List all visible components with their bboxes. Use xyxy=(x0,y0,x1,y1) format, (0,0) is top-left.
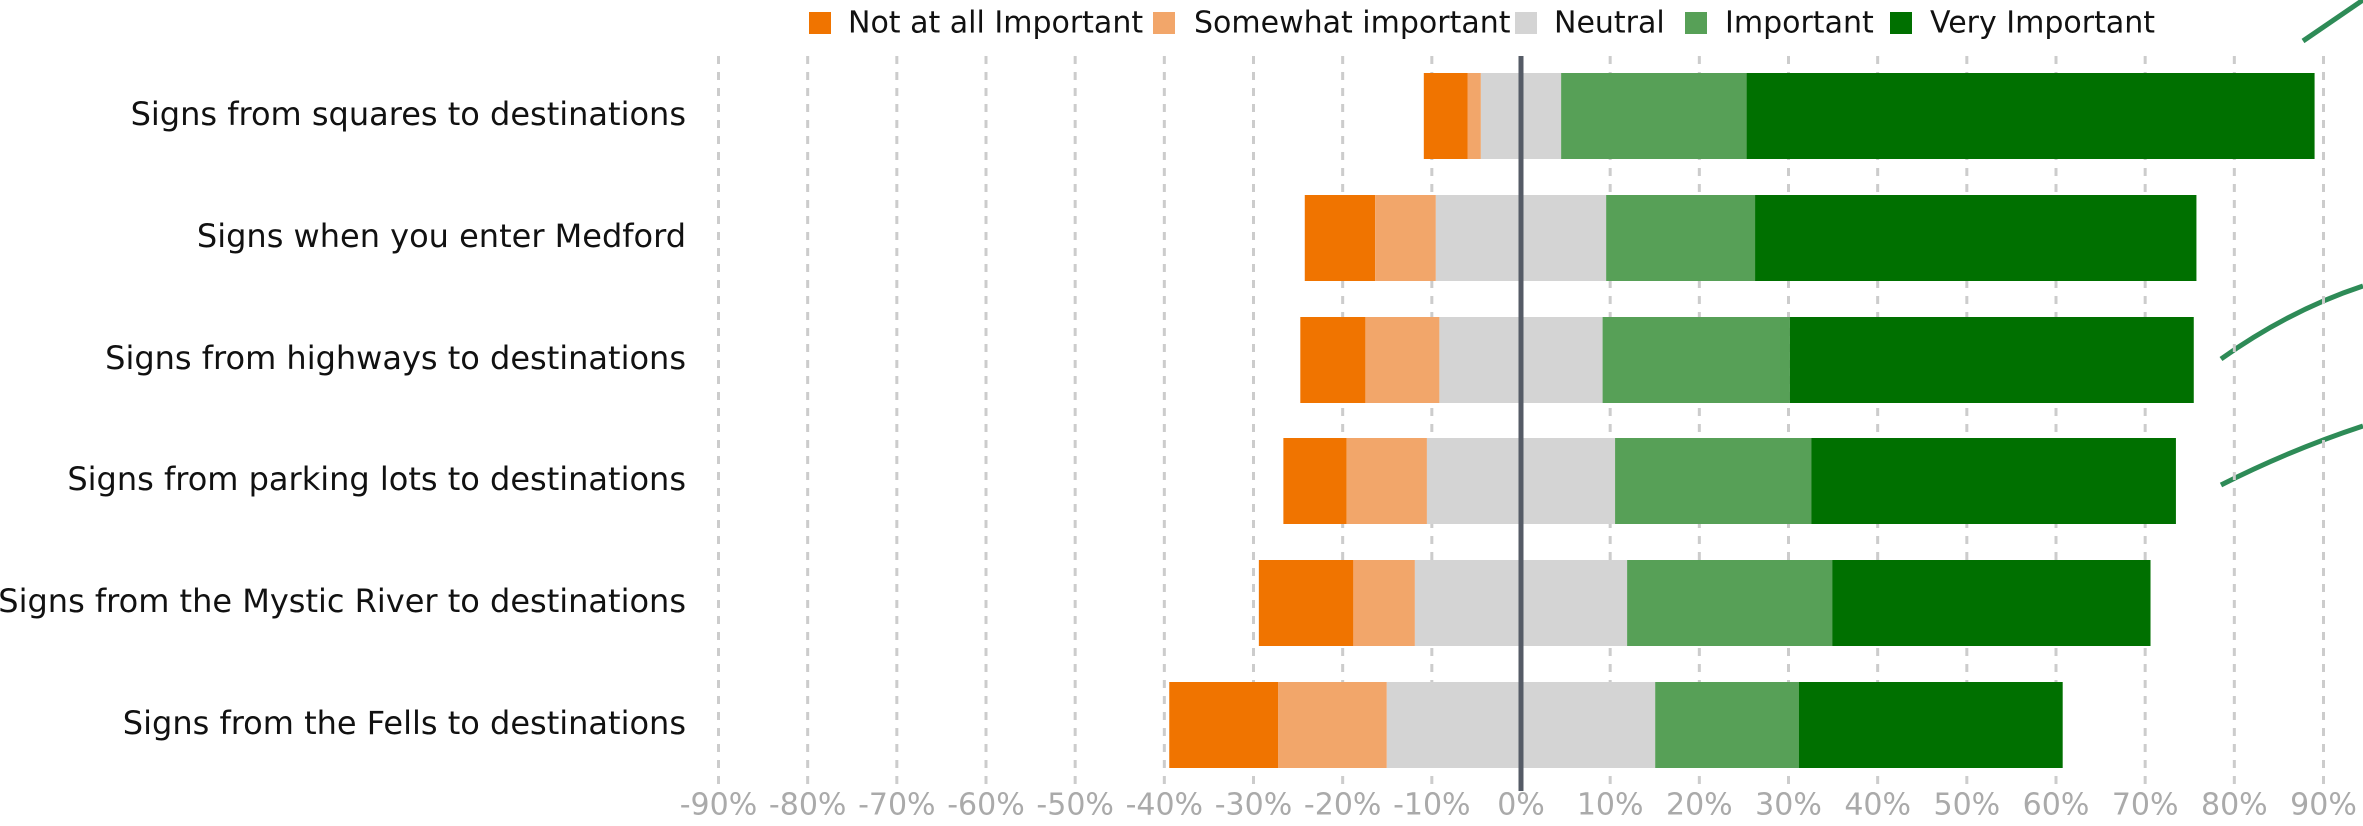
bar-segment xyxy=(1832,560,2151,646)
bar-segment xyxy=(1346,438,1427,524)
legend-swatch xyxy=(809,12,831,34)
bar-segment xyxy=(1789,317,2194,403)
bar-segment xyxy=(1746,73,2315,159)
x-tick-label: 30% xyxy=(1755,788,1822,823)
x-tick-label: 10% xyxy=(1577,788,1644,823)
category-label: Signs when you enter Medford xyxy=(197,217,686,255)
x-tick-label: -50% xyxy=(1036,788,1114,823)
legend-label: Neutral xyxy=(1554,6,1665,41)
bar-segment xyxy=(1365,317,1440,403)
x-tick-label: 50% xyxy=(1933,788,2000,823)
legend-swatch xyxy=(1515,12,1537,34)
decoration xyxy=(2219,0,2363,488)
x-tick-label: -90% xyxy=(680,788,758,823)
bar-segment xyxy=(1615,438,1812,524)
x-tick-label: 0% xyxy=(1497,788,1545,823)
bar-segment xyxy=(1353,560,1415,646)
x-tick-label: -80% xyxy=(769,788,847,823)
bar-segment xyxy=(1606,195,1756,281)
legend-label: Not at all Important xyxy=(848,6,1143,41)
x-tick-label: 20% xyxy=(1666,788,1733,823)
bar-segment xyxy=(1755,195,2197,281)
bar-segment xyxy=(1655,682,1799,768)
category-label: Signs from parking lots to destinations xyxy=(67,460,686,498)
bar-segment xyxy=(1304,195,1376,281)
x-tick-label: -70% xyxy=(858,788,936,823)
bar-segment xyxy=(1278,682,1387,768)
decor-curve xyxy=(2301,0,2363,44)
decor-curve xyxy=(2219,423,2363,488)
bar-segment xyxy=(1467,73,1481,159)
bar-segment xyxy=(1258,560,1354,646)
bar-segment xyxy=(1283,438,1347,524)
x-tick-label: 80% xyxy=(2201,788,2268,823)
bar-segment xyxy=(1811,438,2176,524)
legend-swatch xyxy=(1685,12,1707,34)
category-label: Signs from the Fells to destinations xyxy=(123,704,686,742)
bar-segment xyxy=(1300,317,1366,403)
bar-segment xyxy=(1169,682,1279,768)
x-tick-label: -60% xyxy=(947,788,1025,823)
bar-segment xyxy=(1627,560,1833,646)
legend-label: Somewhat important xyxy=(1194,6,1511,41)
decor-curve xyxy=(2219,283,2363,362)
legend-swatch xyxy=(1890,12,1912,34)
x-tick-label: 90% xyxy=(2290,788,2357,823)
legend-swatch xyxy=(1153,12,1175,34)
bar-segment xyxy=(1798,682,2063,768)
legend-label: Important xyxy=(1725,6,1874,41)
bar-segment xyxy=(1423,73,1468,159)
x-tick-label: -20% xyxy=(1304,788,1382,823)
category-label: Signs from highways to destinations xyxy=(105,339,686,377)
x-tick-label: -40% xyxy=(1126,788,1204,823)
x-tick-label: -30% xyxy=(1215,788,1293,823)
category-label: Signs from squares to destinations xyxy=(131,95,686,133)
x-tick-label: 60% xyxy=(2023,788,2090,823)
legend-label: Very Important xyxy=(1930,6,2155,41)
x-tick-label: 70% xyxy=(2112,788,2179,823)
bar-segment xyxy=(1375,195,1436,281)
x-tick-label: 40% xyxy=(1844,788,1911,823)
bar-segment xyxy=(1561,73,1747,159)
category-label: Signs from the Mystic River to destinati… xyxy=(0,582,686,620)
x-tick-label: -10% xyxy=(1393,788,1471,823)
bar-segment xyxy=(1602,317,1790,403)
